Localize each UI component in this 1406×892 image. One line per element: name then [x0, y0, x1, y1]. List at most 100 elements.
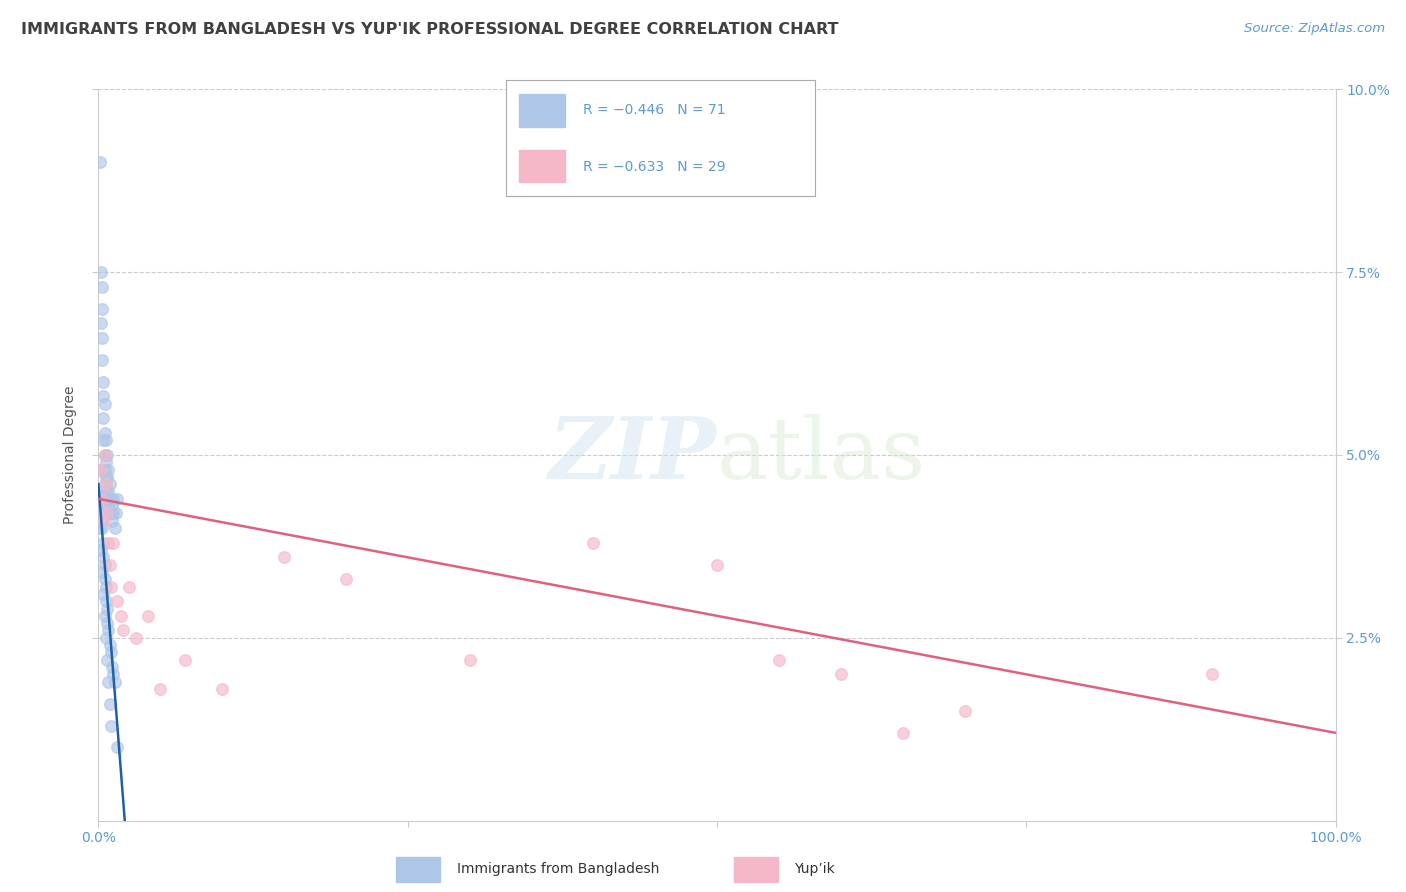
Point: [93, 397, 115, 411]
Point: [105, 594, 128, 608]
Point: [458, 653, 481, 667]
Point: [93, 425, 115, 440]
Point: [91, 279, 114, 293]
Point: [98, 697, 121, 711]
Point: [89, 521, 111, 535]
Point: [96, 470, 118, 484]
Point: [100, 507, 122, 521]
Point: [98, 638, 121, 652]
Point: [97, 624, 120, 638]
Point: [93, 411, 115, 425]
Point: [97, 674, 120, 689]
Point: [93, 558, 115, 572]
Point: [93, 448, 115, 462]
Point: [90, 316, 112, 330]
Point: [101, 660, 124, 674]
Point: [94, 631, 117, 645]
Point: [96, 507, 118, 521]
Text: atlas: atlas: [717, 413, 927, 497]
Point: [98, 558, 121, 572]
Point: [100, 718, 122, 732]
Point: [105, 491, 128, 506]
Point: [93, 550, 115, 565]
Point: [149, 681, 172, 696]
Point: [91, 507, 114, 521]
Point: [94, 455, 117, 469]
Point: [174, 653, 197, 667]
Point: [100, 491, 122, 506]
Point: [93, 434, 115, 448]
Point: [94, 470, 117, 484]
Point: [89, 462, 111, 476]
Point: [103, 674, 125, 689]
Point: [90, 543, 112, 558]
Point: [98, 491, 121, 506]
Point: [101, 499, 124, 513]
Point: [105, 740, 128, 755]
Point: [93, 448, 115, 462]
Point: [96, 507, 118, 521]
Point: [103, 507, 125, 521]
Point: [112, 624, 135, 638]
Text: ZIP: ZIP: [550, 413, 717, 497]
Bar: [519, 150, 565, 182]
Point: [94, 434, 117, 448]
Point: [96, 491, 118, 506]
Point: [96, 448, 118, 462]
Point: [90, 462, 112, 476]
Point: [91, 491, 114, 506]
Y-axis label: Professional Degree: Professional Degree: [63, 385, 77, 524]
Point: [93, 477, 115, 491]
Point: [97, 484, 120, 499]
Point: [94, 484, 117, 499]
Point: [96, 653, 118, 667]
Point: [706, 558, 728, 572]
Point: [91, 331, 114, 345]
Point: [93, 389, 115, 403]
Point: [97, 499, 120, 513]
Text: R = −0.633   N = 29: R = −0.633 N = 29: [583, 160, 725, 174]
Point: [93, 462, 115, 476]
Point: [124, 631, 146, 645]
Point: [94, 580, 117, 594]
Point: [89, 484, 111, 499]
Point: [103, 535, 125, 549]
Point: [90, 265, 112, 279]
Point: [89, 155, 111, 169]
Point: [110, 608, 132, 623]
Point: [93, 572, 115, 586]
Point: [118, 580, 141, 594]
Point: [97, 462, 120, 476]
Point: [93, 514, 115, 528]
Point: [136, 608, 159, 623]
Point: [953, 704, 976, 718]
Point: [768, 653, 790, 667]
Point: [100, 645, 122, 659]
Point: [103, 521, 125, 535]
Point: [104, 507, 127, 521]
Point: [94, 594, 117, 608]
Point: [335, 572, 357, 586]
Point: [1201, 667, 1223, 681]
Text: IMMIGRANTS FROM BANGLADESH VS YUP'IK PROFESSIONAL DEGREE CORRELATION CHART: IMMIGRANTS FROM BANGLADESH VS YUP'IK PRO…: [21, 22, 838, 37]
Point: [93, 587, 115, 601]
Point: [91, 521, 114, 535]
Point: [93, 535, 115, 549]
Point: [93, 491, 115, 506]
Text: Yup’ik: Yup’ik: [794, 862, 835, 876]
Point: [101, 514, 124, 528]
Point: [93, 375, 115, 389]
Point: [98, 507, 121, 521]
Point: [91, 565, 114, 579]
Point: [91, 301, 114, 316]
Point: [103, 491, 125, 506]
Point: [582, 535, 605, 549]
Bar: [734, 857, 778, 882]
Point: [96, 616, 118, 631]
Point: [93, 608, 115, 623]
Point: [100, 580, 122, 594]
Bar: [396, 857, 440, 882]
Bar: [519, 95, 565, 127]
Point: [273, 550, 295, 565]
Point: [211, 681, 233, 696]
